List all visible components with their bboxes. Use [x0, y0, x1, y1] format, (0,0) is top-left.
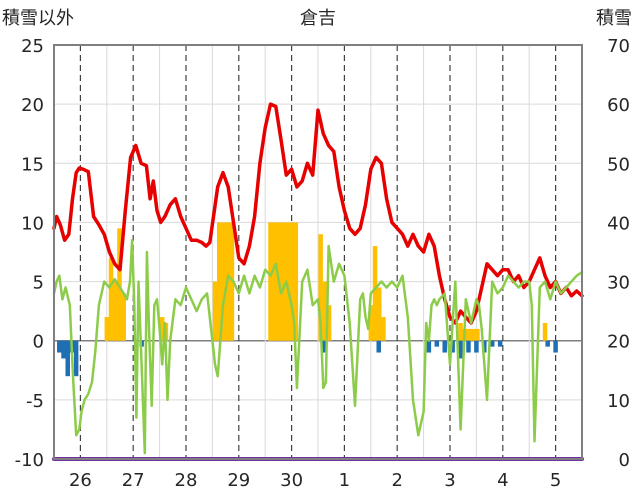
bar [217, 222, 222, 341]
left-tick-label: 10 [21, 213, 44, 234]
bar [108, 257, 114, 341]
right-tick-label: 40 [607, 213, 630, 234]
bar [57, 340, 62, 353]
bar [497, 340, 503, 347]
bar [272, 222, 277, 341]
x-tick-label: 30 [280, 470, 303, 491]
bar [113, 281, 118, 341]
bar [121, 293, 126, 341]
series-line-other [52, 238, 584, 455]
right-axis-label: 積雪 [596, 8, 632, 29]
bar [159, 317, 165, 341]
bar [289, 222, 294, 341]
bar [280, 222, 286, 341]
bar [474, 340, 479, 353]
bar [450, 340, 455, 353]
x-tick-label: 2 [391, 470, 402, 491]
left-tick-label: 5 [33, 273, 44, 294]
bar [65, 340, 70, 377]
x-tick-label: 1 [339, 470, 350, 491]
bar [73, 340, 79, 377]
bar [368, 305, 374, 341]
bar [104, 317, 110, 341]
left-tick-label: 15 [21, 154, 44, 175]
x-tick-label: 5 [550, 470, 561, 491]
x-tick-label: 3 [444, 470, 455, 491]
bar [470, 328, 476, 341]
right-tick-label: 50 [607, 154, 630, 175]
right-tick-label: 20 [607, 332, 630, 353]
bar [542, 322, 548, 341]
bar [221, 222, 226, 341]
right-tick-label: 0 [619, 450, 630, 471]
bar [482, 340, 487, 353]
bar [321, 340, 326, 353]
x-tick-label: 4 [497, 470, 508, 491]
bar [322, 281, 328, 341]
x-tick-label: 29 [227, 470, 250, 491]
bar [381, 317, 386, 341]
right-tick-label: 10 [607, 391, 630, 412]
bar [61, 340, 66, 359]
right-tick-label: 60 [607, 95, 630, 116]
bar [318, 234, 323, 341]
right-tick-label: 30 [607, 273, 630, 294]
bar [475, 328, 480, 341]
x-tick-label: 26 [69, 470, 92, 491]
bar [458, 340, 463, 359]
right-tick-label: 70 [607, 36, 630, 57]
bar [458, 322, 463, 341]
bar [489, 340, 495, 347]
left-tick-label: -10 [15, 450, 44, 471]
bar [434, 340, 440, 347]
bar [426, 340, 432, 353]
bar [545, 340, 550, 347]
left-tick-label: 20 [21, 95, 44, 116]
bar [326, 305, 332, 341]
left-tick-label: -5 [26, 391, 44, 412]
bar [372, 246, 378, 341]
left-tick-label: 0 [33, 332, 44, 353]
bar [268, 222, 273, 341]
bar [293, 222, 299, 341]
plot-frame [53, 44, 583, 460]
x-tick-label: 28 [175, 470, 198, 491]
bar [466, 328, 472, 341]
bar [553, 340, 558, 353]
bars [57, 222, 558, 377]
left-axis-label: 積雪以外 [2, 8, 74, 29]
x-tick-label: 27 [122, 470, 145, 491]
bar [466, 340, 471, 353]
bar [212, 281, 218, 341]
bar [376, 340, 381, 353]
chart-title: 倉吉 [300, 8, 336, 29]
left-tick-label: 25 [21, 36, 44, 57]
bar [377, 287, 382, 341]
bar [442, 340, 447, 353]
series-line-temperature [52, 102, 584, 325]
